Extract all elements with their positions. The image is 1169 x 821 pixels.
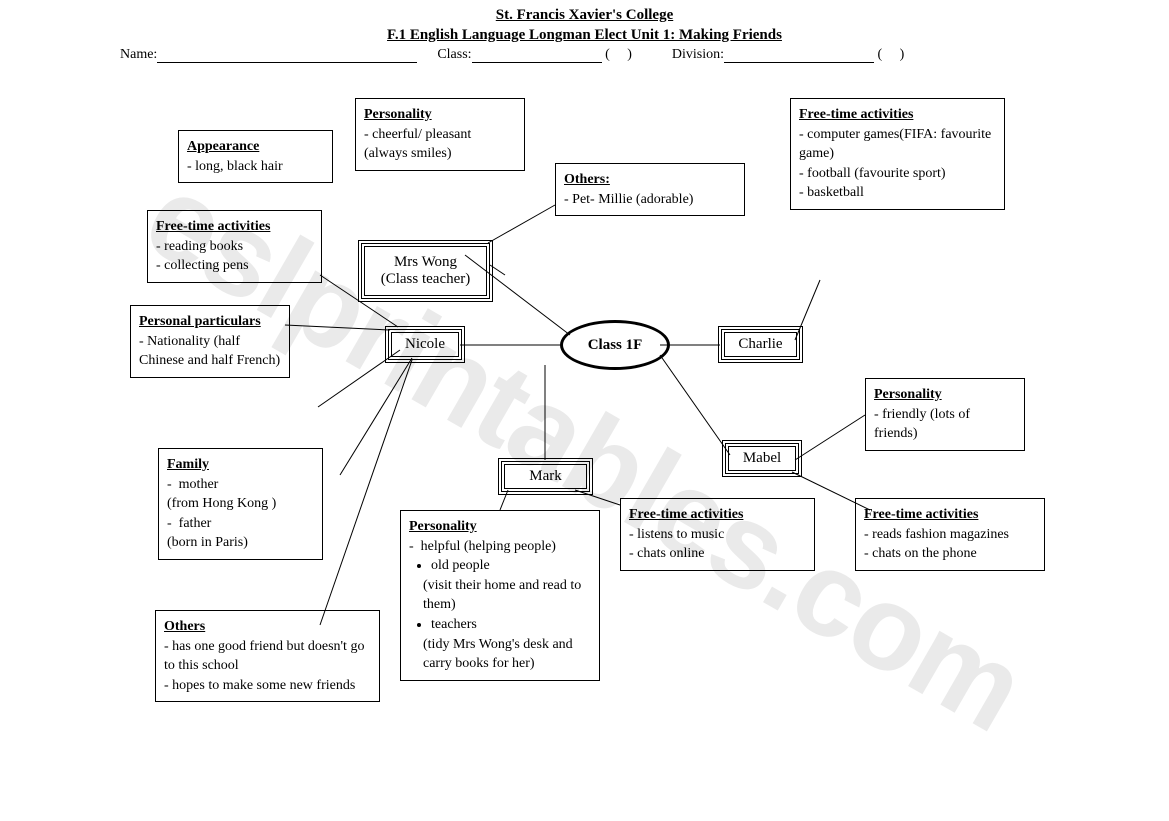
form-row: Name: Class: ( ) Division: ( ) [0, 45, 1169, 63]
pm-title: Personality [409, 517, 591, 537]
subtitle: F.1 English Language Longman Elect Unit … [0, 26, 1169, 46]
personality-mabel-box: Personality - friendly (lots of friends) [865, 378, 1025, 451]
paren-1: ( ) [602, 47, 632, 63]
nicole-node: Nicole [385, 326, 465, 363]
mrs-wong-name: Mrs Wong [376, 254, 475, 271]
school-name: St. Francis Xavier's College [0, 6, 1169, 26]
free-mark-i1: chats online [629, 544, 806, 564]
others-wong-box: Others: - Pet- Millie (adorable) [555, 163, 745, 216]
free-nicole-title: Free-time activities [156, 217, 313, 237]
mark-node: Mark [498, 458, 593, 495]
family-title: Family [167, 455, 314, 475]
personality-mark-box: Personality - helpful (helping people) o… [400, 510, 600, 681]
free-mabel-box: Free-time activities reads fashion magaz… [855, 498, 1045, 571]
free-charlie-i2: basketball [799, 183, 996, 203]
free-charlie-i0: computer games(FIFA: favourite game) [799, 125, 996, 164]
free-mark-title: Free-time activities [629, 505, 806, 525]
personal-particulars-box: Personal particulars - Nationality (half… [130, 305, 290, 378]
charlie-name: Charlie [738, 336, 782, 352]
division-label: Division: [672, 47, 724, 63]
free-charlie-i1: football (favourite sport) [799, 164, 996, 184]
others-nicole-title: Others [164, 617, 371, 637]
name-blank[interactable] [157, 47, 417, 63]
paren-2: ( ) [874, 47, 904, 63]
others-wong-l1: - Pet- Millie (adorable) [564, 190, 736, 210]
others-nicole-box: Others has one good friend but doesn't g… [155, 610, 380, 702]
pp-title: Personal particulars [139, 312, 281, 332]
pp-l1: - Nationality (half Chinese and half Fre… [139, 332, 281, 371]
free-nicole-i1: collecting pens [156, 256, 313, 276]
personality-wong-box: Personality - cheerful/ pleasant (always… [355, 98, 525, 171]
pm-b1s: (visit their home and read to them) [409, 576, 591, 615]
free-mabel-i0: reads fashion magazines [864, 525, 1036, 545]
name-label: Name: [120, 47, 157, 63]
class-blank[interactable] [472, 47, 602, 63]
free-mabel-i1: chats on the phone [864, 544, 1036, 564]
free-charlie-title: Free-time activities [799, 105, 996, 125]
free-charlie-box: Free-time activities computer games(FIFA… [790, 98, 1005, 210]
family-i3: (born in Paris) [167, 533, 314, 553]
others-nicole-i1: hopes to make some new friends [164, 676, 371, 696]
pmab-l1: - friendly (lots of friends) [874, 405, 1016, 444]
appearance-item: long, black hair [187, 157, 324, 177]
free-mark-i0: listens to music [629, 525, 806, 545]
personality-wong-l1: - cheerful/ pleasant [364, 125, 516, 145]
center-label: Class 1F [588, 337, 643, 354]
personality-wong-title: Personality [364, 105, 516, 125]
free-nicole-box: Free-time activities reading books colle… [147, 210, 322, 283]
mabel-node: Mabel [722, 440, 802, 477]
family-i2: - father [167, 514, 314, 534]
pm-b2s: (tidy Mrs Wong's desk and carry books fo… [409, 635, 591, 674]
header: St. Francis Xavier's College F.1 English… [0, 0, 1169, 45]
appearance-title: Appearance [187, 137, 324, 157]
others-nicole-i0: has one good friend but doesn't go to th… [164, 637, 371, 676]
free-mark-box: Free-time activities listens to music ch… [620, 498, 815, 571]
mark-name: Mark [529, 468, 562, 484]
nicole-name: Nicole [405, 336, 445, 352]
pmab-title: Personality [874, 385, 1016, 405]
pm-b2: teachers [431, 615, 591, 635]
mrs-wong-node: Mrs Wong (Class teacher) [358, 240, 493, 302]
appearance-box: Appearance long, black hair [178, 130, 333, 183]
free-mabel-title: Free-time activities [864, 505, 1036, 525]
family-box: Family - mother (from Hong Kong ) - fath… [158, 448, 323, 560]
family-i1: (from Hong Kong ) [167, 494, 314, 514]
center-class: Class 1F [560, 320, 670, 370]
charlie-node: Charlie [718, 326, 803, 363]
free-nicole-i0: reading books [156, 237, 313, 257]
personality-wong-l2: (always smiles) [364, 144, 516, 164]
mrs-wong-role: (Class teacher) [376, 271, 475, 288]
family-i0: - mother [167, 475, 314, 495]
pm-l1: - helpful (helping people) [409, 537, 591, 557]
class-label: Class: [437, 47, 471, 63]
division-blank[interactable] [724, 47, 874, 63]
mabel-name: Mabel [743, 450, 781, 466]
others-wong-title: Others: [564, 170, 736, 190]
pm-b1: old people [431, 556, 591, 576]
